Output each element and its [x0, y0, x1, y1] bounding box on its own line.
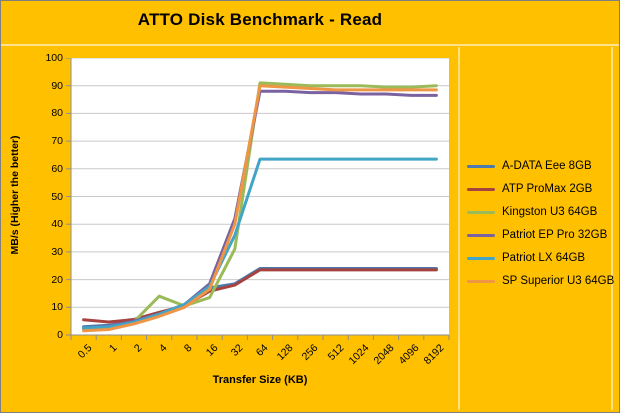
y-tick-label: 60 [51, 162, 63, 175]
legend-label: SP Superior U3 64GB [502, 275, 615, 287]
legend-label: Patriot EP Pro 32GB [502, 229, 608, 241]
y-tick-label: 90 [51, 79, 63, 92]
legend-item-patriot-lx-64gb: Patriot LX 64GB [467, 252, 614, 265]
legend-line-swatch [467, 256, 495, 261]
y-tick-label: 50 [51, 190, 63, 203]
y-tick-label: 80 [51, 107, 63, 120]
chart-title: ATTO Disk Benchmark - Read [137, 10, 383, 29]
legend-line-swatch [467, 233, 495, 238]
legend-line-swatch [467, 210, 495, 215]
title-divider [1, 44, 619, 46]
y-tick-label: 0 [57, 329, 63, 341]
legend-item-a-data-eee-8gb: A-DATA Eee 8GB [467, 160, 614, 173]
series-line-patriot-lx-64gb [82, 157, 438, 330]
legend-item-patriot-ep-pro-32gb: Patriot EP Pro 32GB [467, 229, 614, 242]
y-axis-title: MB/s (Higher the better) [9, 135, 21, 255]
legend-line-swatch [467, 279, 495, 284]
legend-label: Kingston U3 64GB [502, 206, 598, 218]
y-tick-label: 40 [51, 218, 63, 231]
plot-legend-separator [458, 47, 460, 410]
legend-item-kingston-u3-64gb: Kingston U3 64GB [467, 206, 614, 219]
y-tick-label: 30 [51, 245, 63, 258]
legend-item-sp-superior-u3-64gb: SP Superior U3 64GB [467, 275, 614, 288]
chart-legend: A-DATA Eee 8GB ATP ProMax 2GB Kingston U3 … [467, 160, 614, 288]
legend-label: Patriot LX 64GB [502, 252, 586, 264]
y-tick-label: 100 [45, 52, 63, 64]
y-tick-label: 10 [51, 301, 63, 314]
line-chart-plot-area [66, 58, 450, 340]
y-tick-label: 20 [51, 273, 63, 286]
x-axis-title: Transfer Size (KB) [212, 374, 308, 386]
legend-label: ATP ProMax 2GB [502, 183, 593, 195]
series-line-kingston-u3-64gb [82, 81, 438, 331]
legend-line-swatch [467, 164, 495, 169]
legend-line-swatch [467, 187, 495, 192]
series-line-atp-promax-2gb [82, 268, 438, 324]
series-line-sp-superior-u3-64gb [82, 84, 438, 333]
legend-item-atp-promax-2gb: ATP ProMax 2GB [467, 183, 614, 196]
y-tick-label: 70 [51, 135, 63, 148]
right-border-line [611, 47, 613, 410]
legend-label: A-DATA Eee 8GB [502, 160, 592, 172]
